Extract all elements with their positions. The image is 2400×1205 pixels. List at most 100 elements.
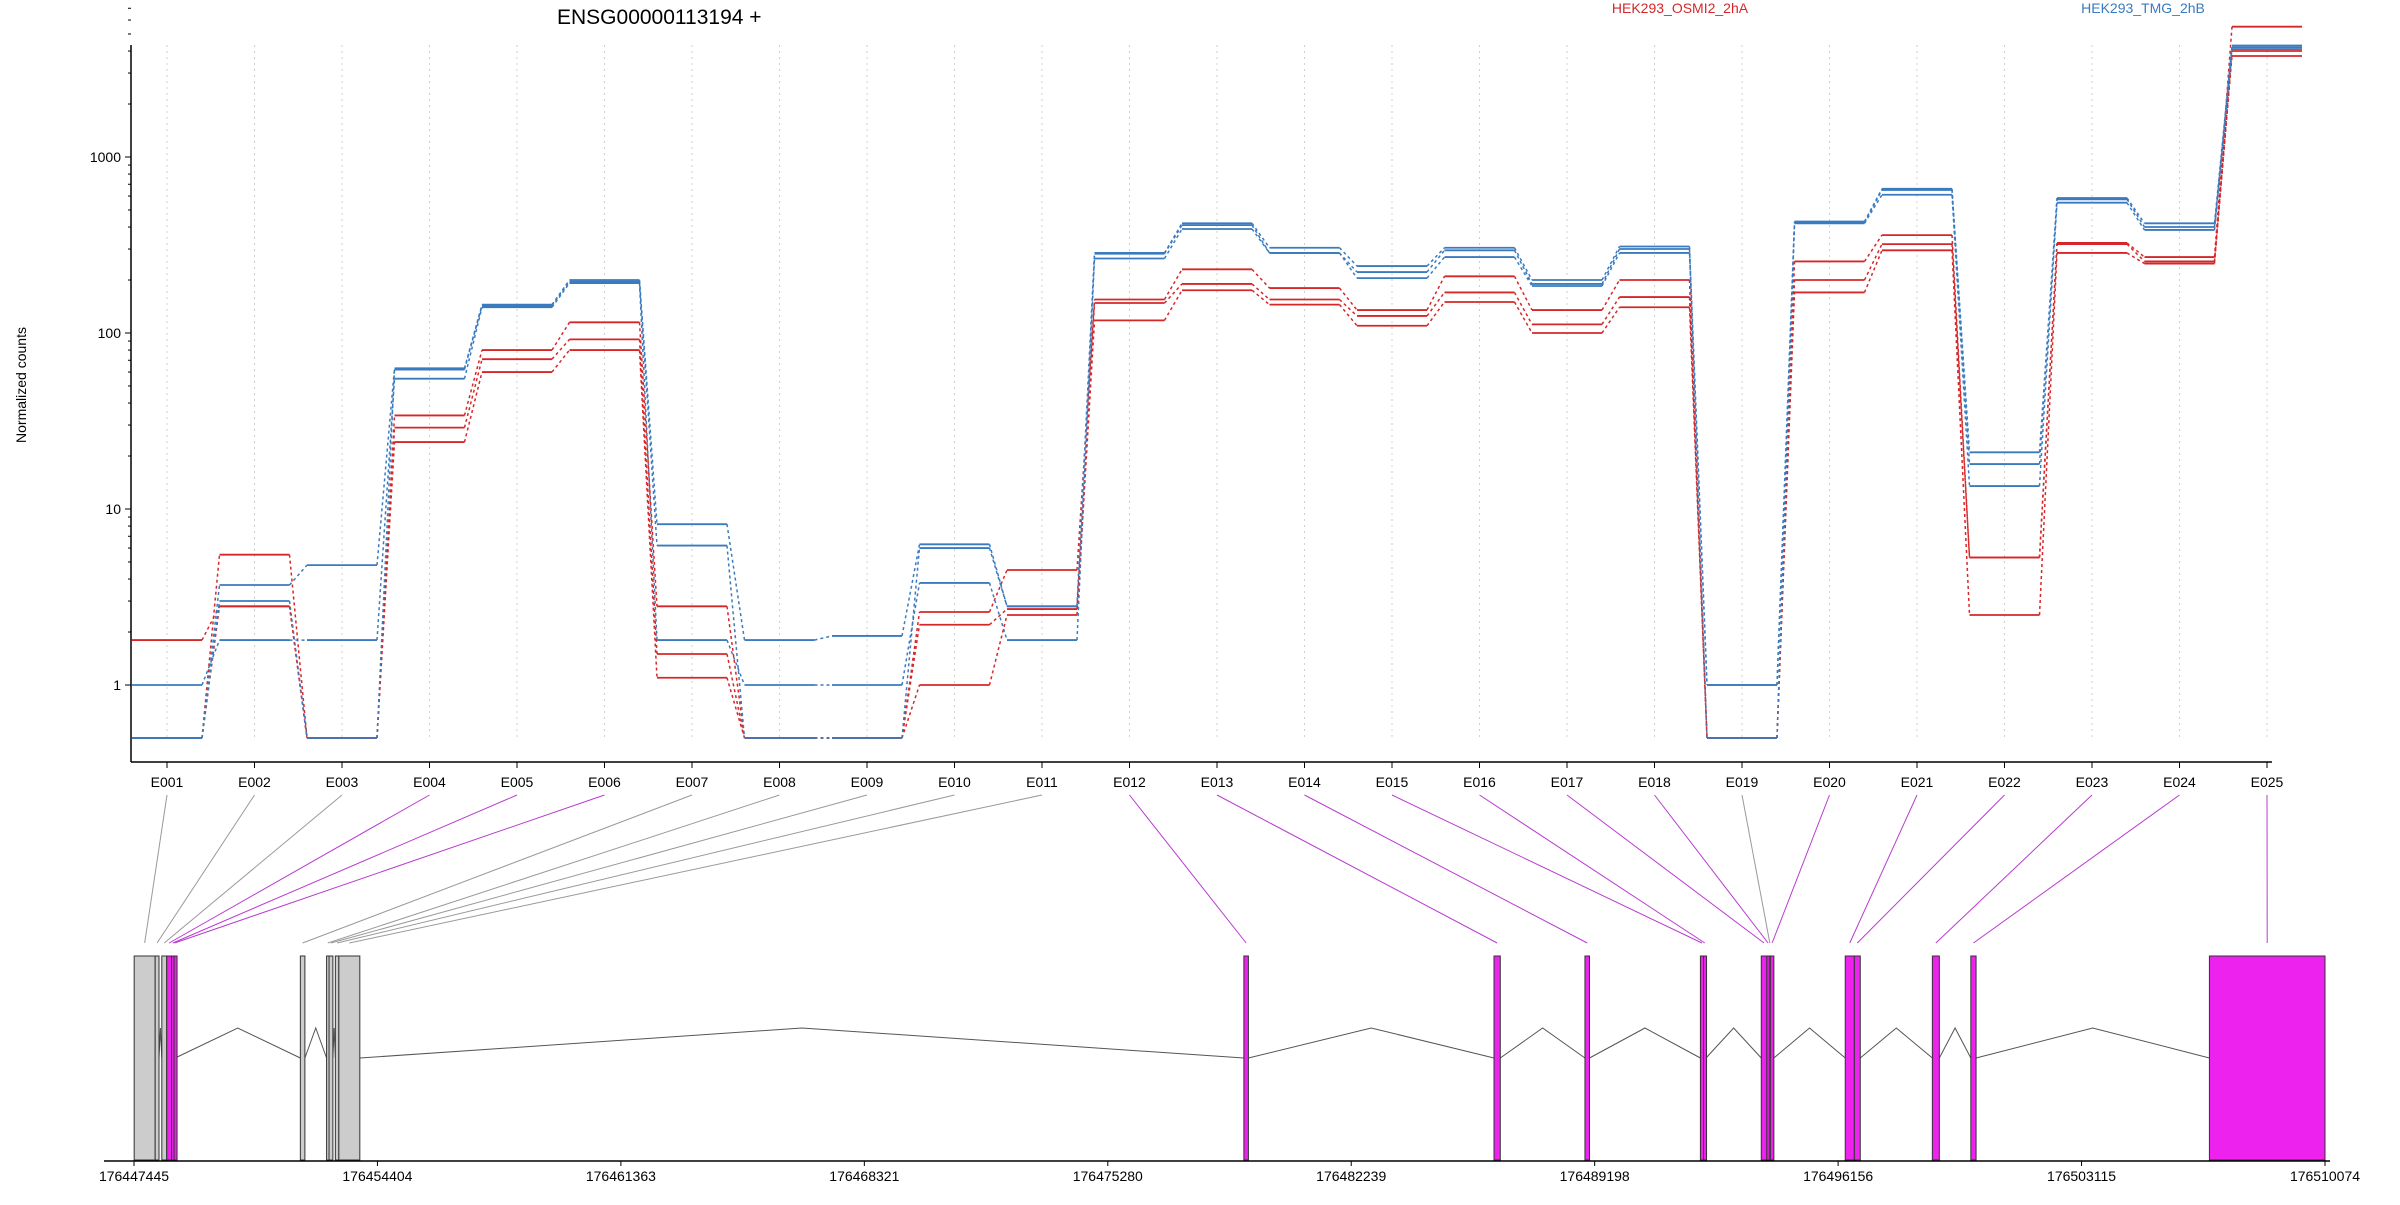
series-connector	[990, 609, 1008, 625]
exon-connector-line	[164, 795, 342, 943]
x-tick-label: E021	[1901, 774, 1934, 790]
series-connector	[727, 640, 745, 685]
series-connector	[1602, 280, 1620, 310]
x-tick-label: E014	[1288, 774, 1321, 790]
series-connector	[1252, 269, 1270, 288]
x-tick-label: E024	[2163, 774, 2196, 790]
series-connector	[1515, 302, 1533, 333]
x-tick-label: E011	[1026, 774, 1058, 790]
intron-line	[1939, 1028, 1970, 1058]
series-connector	[2127, 199, 2145, 227]
genomic-tick-label: 176461363	[586, 1168, 656, 1184]
exon-connector-line	[1742, 795, 1770, 943]
series-connector	[640, 280, 658, 524]
exon-connector-line	[349, 795, 1042, 943]
exon-connector-line	[337, 795, 954, 943]
exon-box	[1971, 956, 1976, 1160]
intron-line	[1860, 1028, 1932, 1058]
genomic-tick-label: 176468321	[829, 1168, 899, 1184]
series-connector	[1077, 254, 1095, 607]
series-connector	[815, 636, 833, 640]
series-connector	[990, 615, 1008, 685]
series-connector	[2040, 244, 2058, 557]
x-tick-label: E012	[1113, 774, 1146, 790]
exon-connector-line	[145, 795, 167, 943]
series-connector	[1427, 250, 1445, 272]
exon-connector-line	[173, 795, 517, 943]
y-tick-label: 1000	[90, 149, 121, 165]
series-connector	[1952, 250, 1970, 615]
chart-title: ENSG00000113194 +	[557, 6, 762, 29]
series-connector	[1865, 195, 1883, 224]
series-connector	[1077, 320, 1095, 615]
y-axis-label: Normalized counts	[13, 327, 29, 443]
x-tick-label: E018	[1638, 774, 1671, 790]
exon-box	[1761, 956, 1767, 1160]
x-tick-label: E023	[2076, 774, 2109, 790]
series-connector	[1252, 229, 1270, 253]
exon-box	[329, 956, 333, 1160]
exon-connector-line	[1305, 795, 1588, 943]
exon-connector-line	[328, 795, 780, 943]
series-connector	[552, 280, 570, 305]
exon-box	[155, 956, 159, 1160]
x-tick-label: E020	[1813, 774, 1846, 790]
series-connector	[1252, 223, 1270, 247]
exon-box	[1854, 956, 1860, 1160]
intron-line	[175, 1028, 300, 1058]
series-connector	[1515, 257, 1533, 286]
series-connector	[1777, 223, 1795, 685]
series-connector	[1077, 259, 1095, 641]
series-connector	[552, 322, 570, 350]
x-tick-label: E003	[326, 774, 359, 790]
exon-box	[300, 956, 305, 1160]
series-connector	[1777, 222, 1795, 685]
series-connector	[2215, 49, 2233, 230]
series-connector	[465, 305, 483, 369]
exon-box	[162, 956, 167, 1160]
exon-box	[134, 956, 155, 1160]
series-connector	[1515, 292, 1533, 324]
series-connector	[1865, 190, 1883, 222]
intron-line	[1500, 1028, 1585, 1058]
grid-layer	[167, 45, 2267, 740]
series-connector	[552, 339, 570, 359]
exon-connector-line	[1392, 795, 1702, 943]
exon-box	[1704, 956, 1707, 1160]
genomic-tick-label: 176454404	[342, 1168, 412, 1184]
series-connector	[1690, 253, 1708, 685]
series-connector	[2127, 198, 2145, 223]
exon-connector-line	[1567, 795, 1764, 943]
exon-box	[174, 956, 177, 1160]
series-connector	[1602, 247, 1620, 280]
exon-box	[1585, 956, 1590, 1160]
x-tick-label: E010	[938, 774, 971, 790]
series-connector	[990, 544, 1008, 606]
legend-item-tmg: HEK293_TMG_2hB	[2081, 0, 2205, 16]
exon-box	[1770, 956, 1773, 1160]
exon-box	[1845, 956, 1854, 1160]
series-connector	[1602, 249, 1620, 284]
exon-connector-line	[303, 795, 692, 943]
series-connector	[290, 555, 308, 738]
x-tick-label: E006	[588, 774, 621, 790]
series-connector	[1515, 250, 1533, 284]
series-connector	[902, 544, 920, 636]
genomic-tick-label: 176475280	[1073, 1168, 1143, 1184]
series-connector	[552, 282, 570, 306]
exon-box	[335, 956, 338, 1160]
exon-box	[167, 956, 172, 1160]
intron-line	[360, 1028, 1244, 1058]
x-tick-label: E022	[1988, 774, 2021, 790]
x-tick-label: E005	[501, 774, 534, 790]
x-tick-label: E002	[238, 774, 271, 790]
x-tick-label: E015	[1376, 774, 1409, 790]
x-tick-label: E016	[1463, 774, 1496, 790]
genomic-tick-label: 176489198	[1560, 1168, 1630, 1184]
series-connector	[1340, 288, 1358, 310]
series-connector	[377, 370, 395, 738]
x-tick-label: E013	[1201, 774, 1234, 790]
genomic-tick-label: 176510074	[2290, 1168, 2360, 1184]
